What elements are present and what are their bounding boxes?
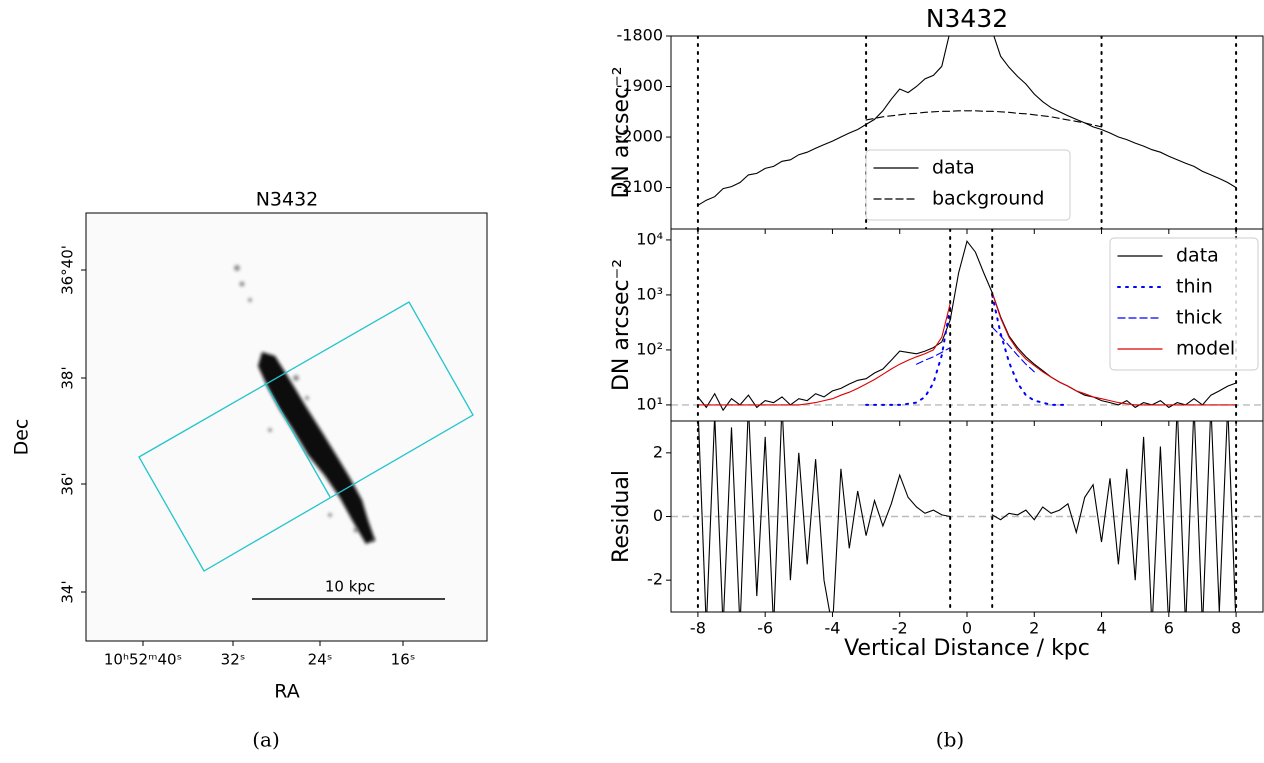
scale-bar-label: 10 kpc — [325, 578, 375, 596]
x-tick-label: 24ˢ — [308, 651, 333, 669]
y-tick-label: -2100 — [617, 177, 664, 196]
legend-label: thick — [1176, 307, 1222, 329]
x-tick-label: 0 — [962, 619, 972, 638]
x-axis-label: RA — [274, 681, 299, 703]
caption: (b) — [936, 728, 964, 752]
y-tick-label: 36°40' — [59, 245, 77, 295]
series-line — [915, 326, 1035, 373]
y-tick-label: -2000 — [617, 127, 664, 146]
legend-label: background — [932, 188, 1044, 210]
y-axis-label: DN arcsec⁻² — [609, 66, 634, 198]
y-tick-label: 36' — [59, 472, 77, 495]
y-axis-label: Dec — [11, 419, 33, 456]
plot-area — [671, 421, 1263, 612]
x-tick-label: 8 — [1231, 619, 1241, 638]
legend-label: data — [1176, 245, 1219, 267]
x-tick-label: -2 — [892, 619, 908, 638]
sky-image-panel: N3432 RA Dec 10ʰ52ᵐ40ˢ 32ˢ 24ˢ 16ˢ 36°40' 38' 36'… — [11, 189, 488, 752]
legend-label: thin — [1176, 276, 1213, 298]
y-tick-label: 38' — [59, 366, 77, 389]
x-tick-label: 32ˢ — [221, 651, 246, 669]
y-tick-label: 34' — [59, 580, 77, 603]
y-tick-label: -1800 — [617, 26, 664, 45]
x-axis-label: Vertical Distance / kpc — [844, 636, 1090, 661]
y-tick-label: 10¹ — [636, 394, 663, 413]
galaxy-image — [138, 265, 474, 600]
legend-label: model — [1176, 338, 1235, 360]
plot-area — [671, 229, 1263, 421]
x-tick-label: 16ˢ — [391, 651, 416, 669]
x-tick-label: 2 — [1029, 619, 1039, 638]
y-tick-label: 10⁴ — [636, 229, 663, 248]
x-tick-label: 6 — [1164, 619, 1174, 638]
series-line — [865, 293, 1069, 406]
y-tick-label: -1900 — [617, 76, 664, 95]
x-tick-label: -4 — [824, 619, 840, 638]
y-tick-label: 10² — [636, 339, 663, 358]
chart-title: N3432 — [926, 4, 1008, 33]
caption: (a) — [252, 728, 280, 752]
image-title: N3432 — [256, 189, 319, 211]
series-line — [697, 421, 1237, 612]
y-axis-label: Residual — [609, 470, 634, 563]
series-line — [697, 36, 1237, 206]
x-tick-label: -6 — [757, 619, 773, 638]
legend-box — [1109, 237, 1259, 371]
profile-panels: N3432 -2100 -2000 -1900 -1800 DN arcsec⁻² data… — [609, 4, 1264, 752]
y-tick-label: -2 — [647, 570, 663, 589]
y-tick-label: 0 — [653, 506, 663, 525]
y-tick-label: 2 — [653, 442, 663, 461]
series-line — [697, 239, 1237, 412]
x-tick-label: -8 — [690, 619, 706, 638]
axes-frame — [670, 420, 1264, 613]
x-tick-label: 4 — [1096, 619, 1106, 638]
image-frame — [85, 212, 488, 642]
series-line — [865, 110, 1103, 128]
y-axis-label: DN arcsec⁻² — [609, 259, 634, 391]
y-tick-label: 10³ — [636, 284, 663, 303]
series-line — [697, 292, 1237, 406]
legend-label: data — [932, 157, 975, 179]
x-tick-label: 10ʰ52ᵐ40ˢ — [104, 651, 182, 669]
